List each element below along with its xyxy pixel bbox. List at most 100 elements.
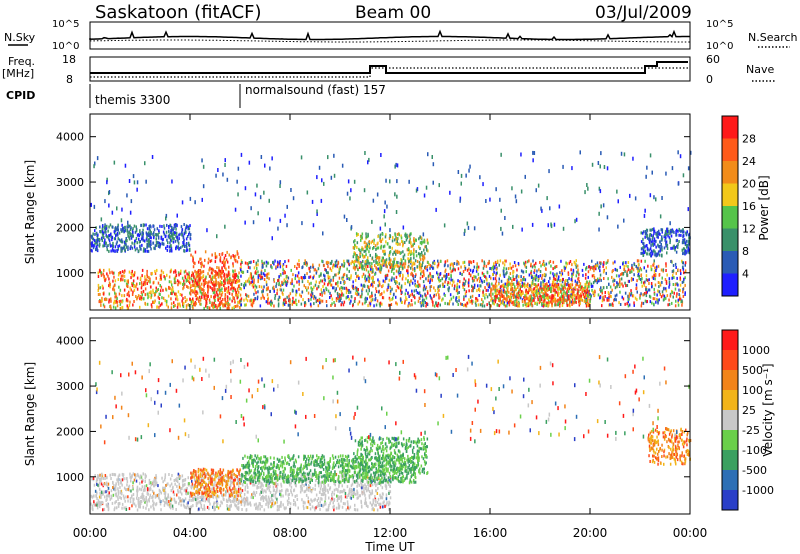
echo-cell [671,166,674,171]
echo-cell [471,299,473,303]
echo-cell [304,273,306,277]
echo-cell [181,293,183,297]
echo-cell [364,240,366,244]
echo-cell [421,275,424,278]
echo-cell [340,297,342,301]
echo-cell [620,277,623,281]
echo-cell [642,301,645,305]
echo-cell [368,273,371,277]
echo-cell [585,291,587,295]
echo-cell [368,301,371,305]
echo-cell [648,240,651,244]
echo-cell [350,299,352,303]
echo-cell [644,249,646,253]
echo-cell [191,289,194,293]
echo-cell [503,294,505,298]
echo-cell [270,265,272,269]
nsearch-label: N.Search [748,31,798,44]
echo-cell [400,264,402,268]
echo-cell [232,289,234,293]
echo-cell [450,262,453,266]
echo-cell [114,291,116,295]
echo-cell [581,289,583,293]
echo-cell [113,283,116,287]
echo-cell [583,299,586,303]
echo-cell [567,273,570,276]
echo-cell [407,265,409,269]
echo-cell [109,232,112,236]
echo-cell [646,290,648,294]
echo-cell [503,273,506,277]
echo-cell [130,199,133,204]
echo-cell [612,261,614,265]
echo-cell [328,279,330,283]
echo-cell [381,285,383,289]
echo-cell [679,297,682,301]
echo-cell [188,227,191,231]
echo-cell [384,263,387,267]
echo-cell [176,213,178,218]
echo-cell [128,303,131,307]
echo-cell [388,303,390,307]
echo-cell [225,301,227,305]
echo-cell [528,259,530,263]
echo-cell [304,259,306,263]
echo-cell [201,263,203,267]
echo-cell [358,247,360,251]
echo-cell [495,267,498,271]
echo-cell [236,250,238,254]
echo-cell [532,299,534,303]
echo-cell [190,284,192,288]
echo-cell [636,279,638,283]
echo-cell [367,256,369,260]
echo-cell [385,240,387,244]
echo-cell [380,259,383,263]
echo-cell [92,246,95,250]
echo-cell [309,275,312,279]
echo-cell [127,285,129,288]
echo-cell [462,270,465,274]
echo-cell [407,252,410,256]
echo-cell [420,242,423,246]
echo-cell [221,291,224,294]
echo-cell [188,304,191,307]
freq-tick-18: 18 [62,53,76,66]
echo-cell [136,180,139,185]
echo-cell [423,193,426,198]
echo-cell [547,293,549,297]
noise-sky-trace [89,29,690,41]
echo-cell [233,255,235,259]
echo-cell [316,269,318,273]
echo-cell [135,237,138,240]
echo-cell [136,247,138,251]
echo-cell [131,269,133,273]
echo-cell [649,295,652,299]
echo-cell [234,207,237,212]
echo-cell [208,306,211,310]
echo-cell [206,228,208,233]
echo-cell [204,292,206,295]
echo-cell [642,246,644,250]
echo-cell [136,297,138,301]
echo-cell [544,303,547,307]
echo-cell [362,272,365,276]
echo-cell [288,294,290,298]
echo-cell [90,202,92,207]
echo-cell [175,223,177,227]
echo-cell [660,295,663,299]
echo-cell [494,266,496,270]
echo-cell [372,247,374,251]
plot-title: Saskatoon (fitACF) [95,2,262,23]
echo-cell [306,288,308,292]
echo-cell [235,280,238,284]
echo-cell [106,235,108,239]
echo-cell [455,296,457,300]
echo-cell [154,269,156,273]
echo-cell [618,301,620,305]
echo-cell [158,241,161,245]
echo-cell [291,302,294,306]
echo-cell [207,289,209,293]
echo-cell [575,300,577,304]
echo-cell [265,273,268,277]
echo-cell [221,301,223,305]
